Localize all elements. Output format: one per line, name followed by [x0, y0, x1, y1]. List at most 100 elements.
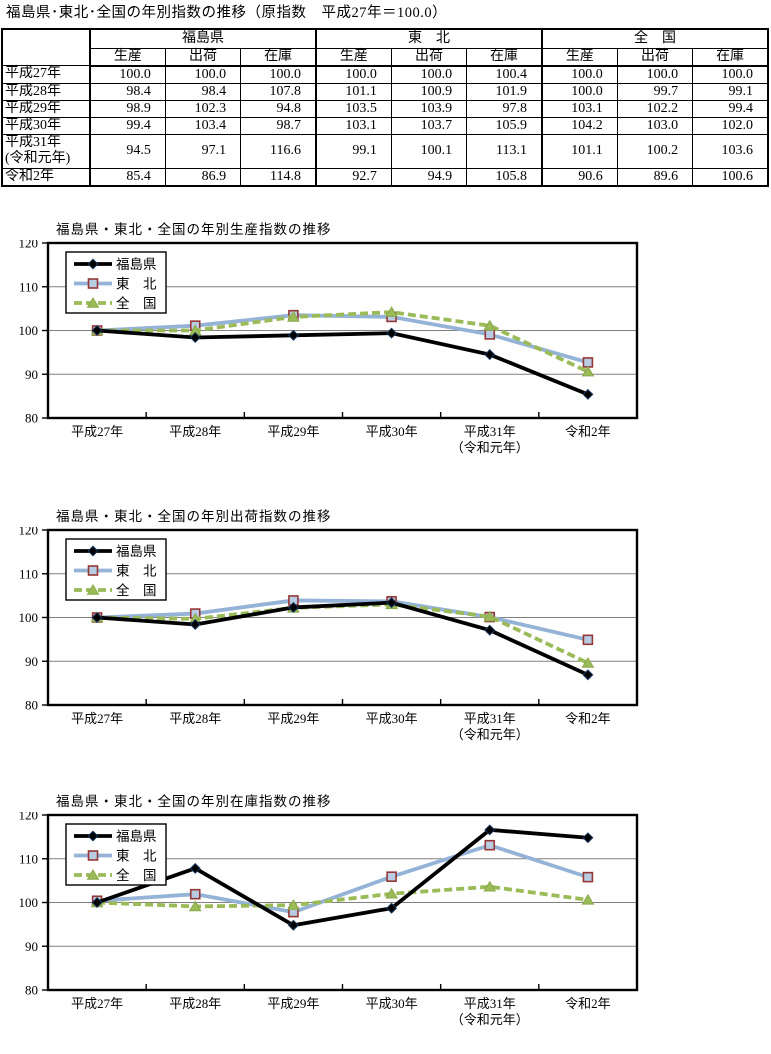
legend-marker-fukushima	[87, 829, 99, 842]
legend-label-zenkoku: 全 国	[116, 294, 157, 310]
value-cell: 102.3	[164, 99, 242, 118]
data-point-marker-fukushima	[287, 919, 299, 931]
value-cell: 100.0	[164, 65, 242, 84]
data-point-marker-zenkoku	[385, 305, 398, 317]
legend-label-tohoku: 東 北	[116, 848, 157, 863]
value-cell: 107.8	[240, 82, 317, 101]
legend-marker-tohoku	[87, 849, 99, 861]
value-cell: 99.4	[88, 116, 166, 135]
legend-marker-fukushima	[87, 544, 99, 557]
series-line-zenkoku	[97, 309, 589, 373]
data-point-marker-fukushima	[91, 896, 103, 908]
value-cell: 105.8	[466, 167, 543, 186]
value-cell: 98.9	[88, 99, 166, 118]
year-cell: 平成30年	[1, 116, 91, 135]
data-point-marker-fukushima	[582, 668, 594, 680]
series-fukushima	[91, 823, 594, 931]
value-cell: 103.1	[540, 99, 618, 118]
y-tick-label: 80	[25, 410, 38, 425]
shipment-chart: 80 90 100 110 120 平成27年 平成28年 平成29年 平成30年 平成31年（令…	[19, 527, 639, 742]
region-group-header: 福島県	[89, 28, 317, 49]
inventory-chart-block: 福島県・東北・全国の年別在庫指数の推移 80 90 100 110 120 平成27年 平成…	[0, 793, 771, 1028]
value-cell: 99.7	[616, 82, 694, 101]
value-cell: 114.8	[240, 167, 317, 186]
data-point-marker-fukushima	[582, 388, 594, 400]
x-tick-label: 平成31年	[464, 424, 516, 439]
x-tick-label: 令和2年	[565, 711, 611, 726]
value-cell: 113.1	[466, 133, 543, 169]
value-cell: 100.0	[390, 65, 468, 84]
production-chart: 80 90 100 110 120 平成27年 平成28年 平成29年 平成30年 平成31年（令…	[19, 240, 639, 455]
x-tick-label: 令和2年	[565, 996, 611, 1011]
value-cell: 100.1	[390, 133, 468, 169]
series-line-zenkoku	[97, 884, 589, 908]
value-cell: 104.2	[540, 116, 618, 135]
data-point-marker-zenkoku	[287, 898, 300, 910]
value-cell: 101.1	[540, 133, 618, 169]
value-cell: 103.9	[390, 99, 468, 118]
value-cell: 86.9	[164, 167, 242, 186]
data-point-marker-fukushima	[91, 324, 103, 336]
legend-label-fukushima: 福島県	[116, 828, 157, 843]
y-tick-label: 120	[19, 812, 39, 823]
data-point-marker-tohoku	[484, 328, 496, 340]
legend-marker-zenkoku	[86, 868, 100, 880]
plot-frame	[46, 528, 639, 706]
data-point-marker-fukushima	[582, 831, 594, 843]
legend-marker-fukushima	[87, 257, 99, 270]
y-tick-label: 90	[25, 653, 38, 668]
value-cell: 103.0	[616, 116, 694, 135]
x-tick-label: （令和元年）	[451, 1012, 529, 1027]
data-point-marker-zenkoku	[581, 893, 595, 905]
value-cell: 100.6	[692, 167, 769, 186]
x-tick-label: （令和元年）	[451, 727, 529, 742]
table-row: 令和2年 85.4 86.9 114.8 92.7 94.9 105.8 90.6 89.6 10…	[1, 167, 769, 186]
shipment-chart-block: 福島県・東北・全国の年別出荷指数の推移 80 90 100 110 120 平成27年 平成…	[0, 508, 771, 743]
shipment-chart-title: 福島県・東北・全国の年別出荷指数の推移	[56, 508, 332, 524]
value-cell: 94.8	[240, 99, 317, 118]
data-point-marker-tohoku	[582, 871, 594, 882]
data-point-marker-zenkoku	[287, 310, 300, 322]
x-tick-label: 平成28年	[169, 711, 221, 726]
legend-marker-zenkoku	[86, 296, 100, 308]
legend-label-fukushima: 福島県	[116, 543, 157, 558]
y-tick-label: 120	[19, 527, 39, 538]
value-cell: 103.1	[314, 116, 392, 135]
series-line-fukushima	[96, 827, 589, 927]
series-line-fukushima	[96, 600, 589, 677]
y-tick-label: 90	[25, 366, 38, 381]
production-chart-block: 福島県・東北・全国の年別生産指数の推移 80 90 100 110 120 平成27年 平成…	[0, 221, 771, 456]
measure-header: 生産	[88, 47, 166, 67]
legend-label-tohoku: 東 北	[116, 276, 157, 291]
measure-header: 生産	[314, 47, 392, 67]
y-tick-label: 110	[19, 566, 38, 581]
value-cell: 100.0	[314, 65, 392, 84]
legend-marker-tohoku	[87, 277, 99, 289]
plot-frame	[46, 241, 639, 419]
table-row: 平成27年 100.0 100.0 100.0 100.0 100.0 100.4 100.0…	[1, 65, 769, 84]
x-tick-label: 令和2年	[565, 424, 611, 439]
x-tick-label: 平成31年	[464, 996, 516, 1011]
year-cell: 平成31年 (令和元年)	[1, 133, 91, 169]
value-cell: 100.0	[240, 65, 317, 84]
inventory-chart-title: 福島県・東北・全国の年別在庫指数の推移	[56, 793, 332, 809]
measure-header: 出荷	[616, 47, 694, 67]
measure-header: 在庫	[692, 47, 769, 67]
y-tick-label: 90	[25, 938, 38, 953]
series-tohoku	[91, 839, 594, 917]
measure-header: 生産	[540, 47, 618, 67]
x-tick-label: 平成29年	[267, 996, 319, 1011]
data-point-marker-fukushima	[386, 327, 398, 339]
x-tick-label: 平成30年	[366, 424, 418, 439]
index-table-header: 福島県東 北全 国生産 出荷 在庫 生産 出荷 在庫 生産 出荷 在庫	[1, 28, 769, 67]
data-point-marker-fukushima	[386, 902, 398, 914]
x-tick-label: 平成27年	[71, 711, 123, 726]
value-cell: 97.8	[466, 99, 543, 118]
data-point-marker-tohoku	[189, 888, 201, 899]
region-group-header: 東 北	[314, 28, 543, 49]
value-cell: 98.4	[88, 82, 166, 101]
x-tick-label: 平成31年	[464, 711, 516, 726]
value-cell: 89.6	[616, 167, 694, 186]
